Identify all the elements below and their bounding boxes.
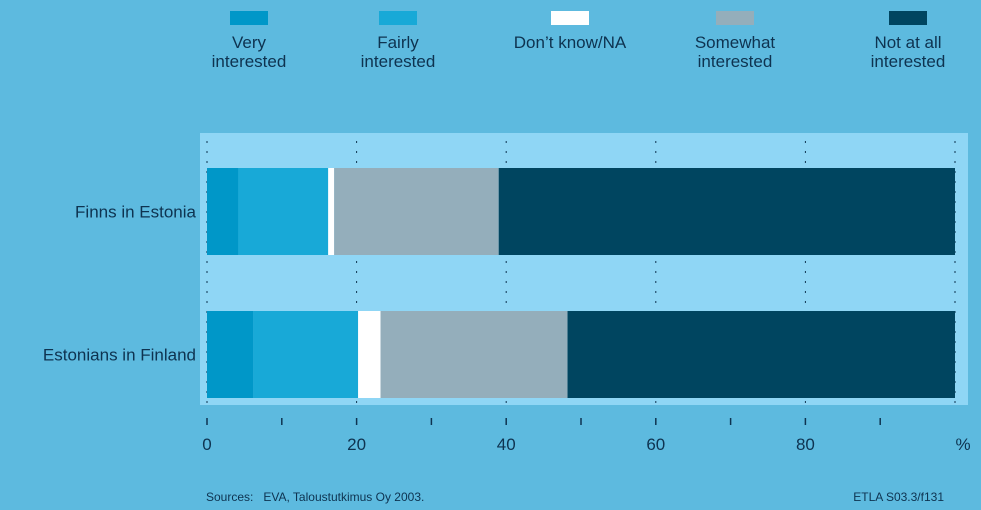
legend-swatch: [551, 11, 589, 25]
legend-swatch: [889, 11, 927, 25]
legend-label: Fairly interested: [360, 33, 436, 71]
legend-swatch: [379, 11, 417, 25]
legend-label: Somewhat interested: [694, 33, 776, 71]
legend-item-very-interested: Very interested: [174, 11, 324, 71]
bar-not-at-all-interested-estonians-in-finland: [567, 311, 955, 398]
legend-item-somewhat-interested: Somewhat interested: [660, 11, 810, 71]
x-tick-label: 60: [646, 435, 665, 454]
bar-not-at-all-interested-finns-in-estonia: [498, 168, 955, 255]
x-tick-label: 80: [796, 435, 815, 454]
bar-don-t-know-na-finns-in-estonia: [328, 168, 335, 255]
legend-item-not-at-all-interested: Not at all interested: [833, 11, 981, 71]
bar-very-interested-finns-in-estonia: [207, 168, 239, 255]
bar-don-t-know-na-estonians-in-finland: [358, 311, 381, 398]
x-tick-label: 20: [347, 435, 366, 454]
figure-code: ETLA S03.3/f131: [853, 490, 944, 504]
bar-very-interested-estonians-in-finland: [207, 311, 254, 398]
legend-label: Very interested: [211, 33, 287, 71]
source-note: Sources: EVA, Taloustutkimus Oy 2003.: [206, 490, 425, 504]
legend-label: Don’t know/NA: [513, 33, 627, 52]
legend-item-fairly-interested: Fairly interested: [323, 11, 473, 71]
bar-somewhat-interested-estonians-in-finland: [380, 311, 568, 398]
category-label-finns-in-estonia: Finns in Estonia: [75, 203, 196, 222]
legend: Very interested Fairly interested Don’t kn…: [0, 0, 981, 90]
category-label-estonians-in-finland: Estonians in Finland: [43, 346, 196, 365]
bar-fairly-interested-estonians-in-finland: [253, 311, 359, 398]
x-tick-label: 40: [497, 435, 516, 454]
x-unit-label: %: [955, 435, 970, 454]
legend-swatch: [716, 11, 754, 25]
legend-item-don-t-know-na: Don’t know/NA: [495, 11, 645, 52]
legend-swatch: [230, 11, 268, 25]
stacked-bar-chart: Finns in Estonia Estonians in Finland 0 20 4…: [43, 133, 971, 454]
bar-fairly-interested-finns-in-estonia: [238, 168, 329, 255]
x-tick-label: 0: [202, 435, 211, 454]
legend-label: Not at all interested: [870, 33, 946, 71]
bar-somewhat-interested-finns-in-estonia: [334, 168, 499, 255]
